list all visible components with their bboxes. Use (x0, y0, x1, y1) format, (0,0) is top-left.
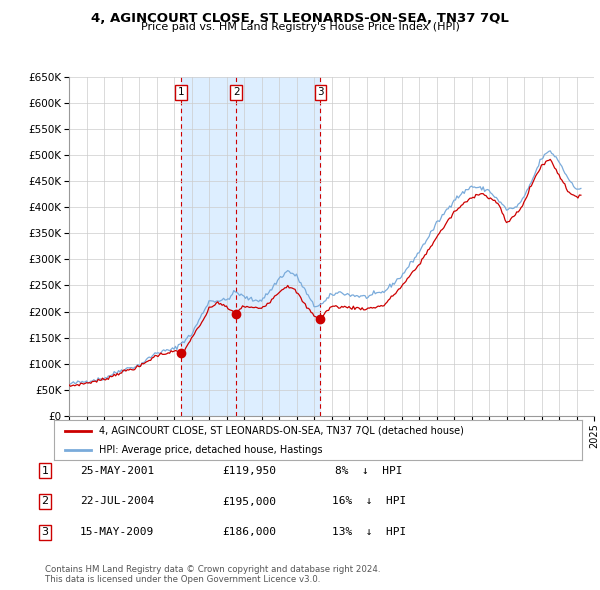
Text: 4, AGINCOURT CLOSE, ST LEONARDS-ON-SEA, TN37 7QL (detached house): 4, AGINCOURT CLOSE, ST LEONARDS-ON-SEA, … (99, 426, 464, 436)
Text: 16%  ↓  HPI: 16% ↓ HPI (332, 497, 406, 506)
Text: £195,000: £195,000 (222, 497, 276, 506)
Text: 1: 1 (41, 466, 49, 476)
Text: 3: 3 (317, 87, 324, 97)
Text: 2: 2 (41, 497, 49, 506)
Text: 22-JUL-2004: 22-JUL-2004 (80, 497, 154, 506)
Text: Price paid vs. HM Land Registry's House Price Index (HPI): Price paid vs. HM Land Registry's House … (140, 22, 460, 32)
Bar (181, 77, 320, 416)
Text: 25-MAY-2001: 25-MAY-2001 (80, 466, 154, 476)
Text: 8%  ↓  HPI: 8% ↓ HPI (335, 466, 403, 476)
Text: HPI: Average price, detached house, Hastings: HPI: Average price, detached house, Hast… (99, 445, 322, 455)
Text: 4, AGINCOURT CLOSE, ST LEONARDS-ON-SEA, TN37 7QL: 4, AGINCOURT CLOSE, ST LEONARDS-ON-SEA, … (91, 12, 509, 25)
Text: £186,000: £186,000 (222, 527, 276, 537)
Text: £119,950: £119,950 (222, 466, 276, 476)
Text: 2: 2 (233, 87, 239, 97)
Text: 13%  ↓  HPI: 13% ↓ HPI (332, 527, 406, 537)
Text: Contains HM Land Registry data © Crown copyright and database right 2024.
This d: Contains HM Land Registry data © Crown c… (45, 565, 380, 584)
Text: 3: 3 (41, 527, 49, 537)
Text: 1: 1 (178, 87, 184, 97)
Text: 15-MAY-2009: 15-MAY-2009 (80, 527, 154, 537)
